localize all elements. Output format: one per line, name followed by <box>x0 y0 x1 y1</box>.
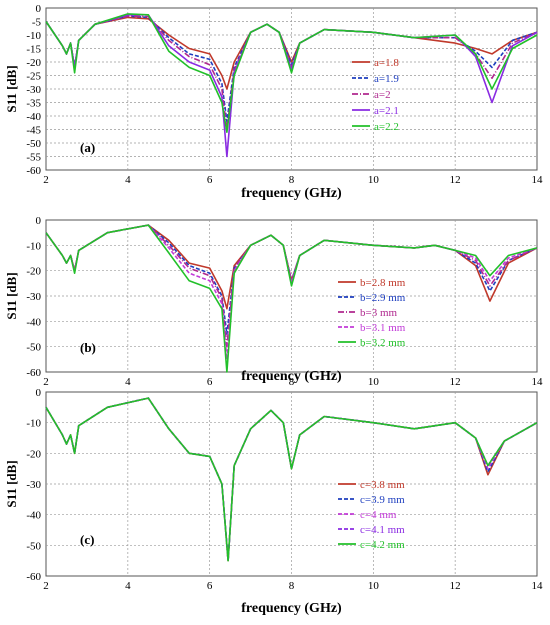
legend-label: c=4 mm <box>360 509 397 521</box>
x-tick-label: 12 <box>450 174 461 186</box>
x-tick-label: 6 <box>207 580 213 592</box>
legend-label: b=3 mm <box>360 307 398 319</box>
y-axis-label: S11 [dB] <box>4 460 19 507</box>
x-tick-label: 6 <box>207 376 213 388</box>
y-tick-label: -60 <box>26 165 41 177</box>
x-tick-label: 14 <box>532 580 544 592</box>
x-tick-label: 10 <box>368 376 380 388</box>
x-tick-label: 2 <box>43 580 49 592</box>
x-axis-label: frequency (GHz) <box>241 186 342 201</box>
legend-label: b=3.2 mm <box>360 337 406 349</box>
y-tick-label: -30 <box>26 291 41 303</box>
chart-panel: 2 4 6 8 10 12 14 0 -10 -20 -30 -40 -50 -60 frequency (… <box>4 215 543 388</box>
legend-label: a=1.8 <box>374 57 399 69</box>
y-tick-label: -15 <box>26 44 41 56</box>
y-tick-label: -35 <box>26 98 41 110</box>
legend-label: b=2.8 mm <box>360 277 406 289</box>
legend-label: a=1.9 <box>374 73 399 85</box>
y-tick-label: -20 <box>26 57 41 69</box>
y-tick-label: -10 <box>26 30 41 42</box>
y-tick-label: -50 <box>26 342 41 354</box>
legend-label: c=3.9 mm <box>360 494 405 506</box>
series-line <box>45 224 538 373</box>
y-axis-label: S11 [dB] <box>4 272 19 319</box>
x-tick-label: 6 <box>207 174 213 186</box>
panel-label: (a) <box>80 140 95 155</box>
series-line <box>45 397 538 562</box>
legend-label: c=4.1 mm <box>360 524 405 536</box>
legend-label: a=2.1 <box>374 105 399 117</box>
x-tick-label: 14 <box>532 174 544 186</box>
y-tick-label: -40 <box>26 510 41 522</box>
x-tick-label: 2 <box>43 376 49 388</box>
x-tick-label: 12 <box>450 376 461 388</box>
legend-label: a=2.2 <box>374 121 399 133</box>
y-tick-label: 0 <box>36 3 42 15</box>
y-tick-label: -50 <box>26 138 41 150</box>
y-tick-label: -60 <box>26 571 41 583</box>
legend-label: b=2.9 mm <box>360 292 406 304</box>
x-tick-label: 8 <box>289 580 295 592</box>
y-tick-label: -10 <box>26 240 41 252</box>
y-tick-label: -50 <box>26 540 41 552</box>
y-tick-label: -30 <box>26 84 41 96</box>
y-tick-label: -40 <box>26 111 41 123</box>
y-tick-label: -20 <box>26 266 41 278</box>
y-tick-label: -30 <box>26 479 41 491</box>
legend-label: c=4.2 mm <box>360 539 405 551</box>
legend-label: c=3.8 mm <box>360 479 405 491</box>
x-tick-label: 4 <box>125 580 131 592</box>
x-tick-label: 10 <box>368 580 380 592</box>
y-axis-label: S11 [dB] <box>4 65 19 112</box>
x-tick-label: 8 <box>289 376 295 388</box>
y-tick-label: -40 <box>26 316 41 328</box>
panel-label: (c) <box>80 532 94 547</box>
x-axis-label: frequency (GHz) <box>241 369 342 384</box>
series-line <box>45 13 538 133</box>
y-tick-label: 0 <box>36 215 42 227</box>
x-tick-label: 10 <box>368 174 380 186</box>
y-tick-label: -20 <box>26 448 41 460</box>
y-tick-label: 0 <box>36 387 42 399</box>
y-tick-label: -5 <box>32 17 42 29</box>
x-tick-label: 14 <box>532 376 544 388</box>
x-tick-label: 4 <box>125 174 131 186</box>
chart-panel: 2 4 6 8 10 12 14 0 -10 -20 -30 -40 -50 -60 frequency (… <box>4 387 543 616</box>
y-tick-label: -25 <box>26 71 41 83</box>
y-tick-label: -10 <box>26 418 41 430</box>
y-tick-label: -55 <box>26 152 41 164</box>
legend-label: b=3.1 mm <box>360 322 406 334</box>
x-tick-label: 4 <box>125 376 131 388</box>
y-tick-label: -60 <box>26 367 41 379</box>
x-tick-label: 8 <box>289 174 295 186</box>
x-tick-label: 2 <box>43 174 49 186</box>
legend-label: a=2 <box>374 89 391 101</box>
x-tick-label: 12 <box>450 580 461 592</box>
y-tick-label: -45 <box>26 125 41 137</box>
panel-label: (b) <box>80 340 96 355</box>
x-axis-label: frequency (GHz) <box>241 601 342 616</box>
chart-panel: 2 4 6 8 10 12 14 0 -5-10 -15-20 -25-30 -35-40 -45-50… <box>4 3 543 201</box>
